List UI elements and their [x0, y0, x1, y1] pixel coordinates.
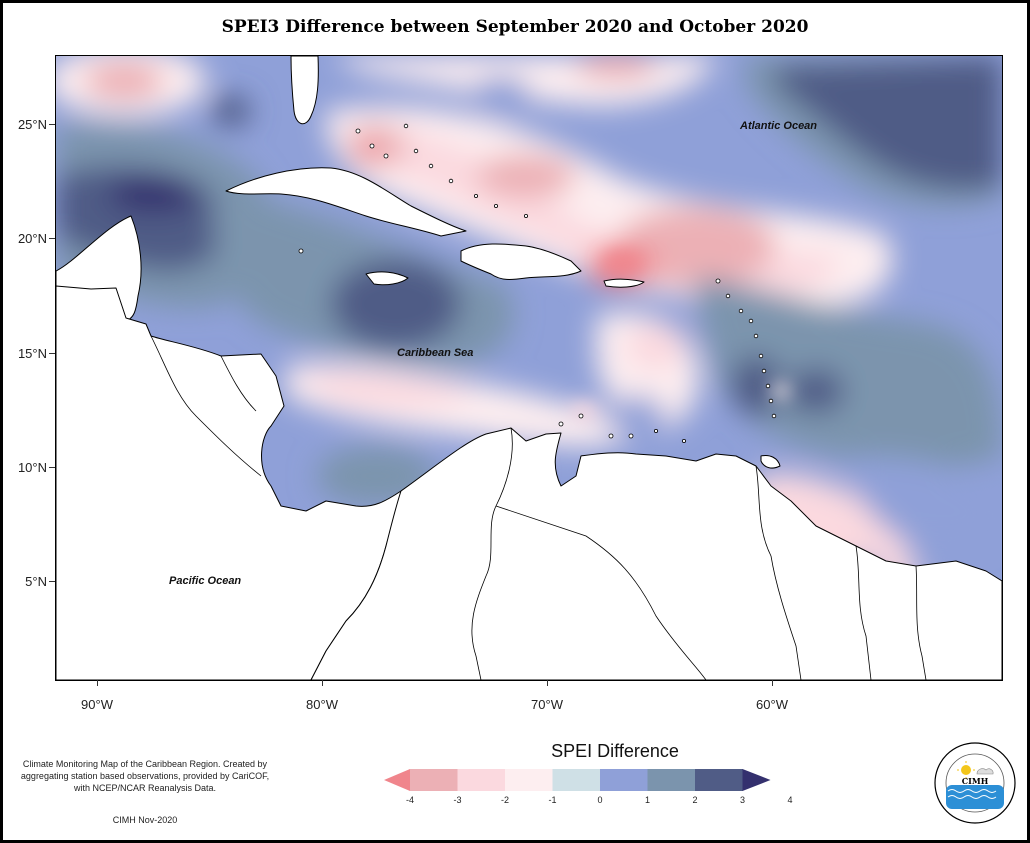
cloud-icon [976, 768, 994, 775]
trinidad [760, 455, 781, 469]
legend-cell [457, 769, 506, 791]
map-panel [55, 55, 1003, 681]
legend-cell [695, 769, 743, 791]
lat-tick-label: 25°N [17, 117, 47, 132]
legend-cell [552, 769, 601, 791]
puerto-rico [603, 278, 645, 288]
legend-tick-label: 0 [597, 795, 603, 805]
lat-tick-label: 5°N [25, 574, 47, 589]
legend-tick-label: -4 [405, 795, 414, 805]
lon-tick-label: 80°W [306, 697, 338, 712]
map-description: Climate Monitoring Map of the Caribbean … [20, 759, 270, 793]
wave-icon [946, 785, 1004, 809]
cuba [225, 167, 467, 237]
legend-tick-label: -1 [548, 795, 557, 805]
pacific-ocean-label: Pacific Ocean [169, 575, 242, 587]
lat-tick-label: 10°N [17, 460, 47, 475]
legend-cell [505, 769, 553, 791]
lat-tick-label: 20°N [17, 231, 47, 246]
lat-tick [49, 238, 55, 239]
caribbean-sea-label: Caribbean Sea [397, 347, 474, 359]
legend-tick-label: 4 [787, 795, 793, 805]
legend-tick-label: -3 [453, 795, 462, 805]
legend-tick-label: -2 [500, 795, 509, 805]
lon-tick [772, 680, 773, 686]
sun-icon [961, 765, 971, 775]
atlantic-ocean-label: Atlantic Ocean [740, 120, 818, 132]
lon-tick-label: 60°W [756, 697, 788, 712]
land-masses [56, 56, 1002, 680]
small-islands [298, 123, 777, 443]
lat-tick [49, 124, 55, 125]
florida [290, 56, 319, 125]
lat-tick [49, 467, 55, 468]
lon-tick-label: 70°W [531, 697, 563, 712]
legend-arrow-low [384, 769, 410, 791]
legend-cells [384, 769, 771, 791]
south-america [310, 427, 1002, 680]
lon-tick-label: 90°W [81, 697, 113, 712]
map-credit: CIMH Nov-2020 [112, 815, 178, 825]
sun-rays [957, 761, 975, 779]
legend-colorbar [384, 769, 771, 791]
legend-cell [600, 769, 648, 791]
lon-tick [322, 680, 323, 686]
lat-tick [49, 581, 55, 582]
legend-arrow-high [742, 769, 771, 791]
hispaniola [460, 243, 582, 280]
lat-tick [49, 353, 55, 354]
lon-tick [547, 680, 548, 686]
legend-tick-label: 2 [692, 795, 698, 805]
legend-title: SPEI Difference [551, 741, 679, 761]
lat-tick-label: 15°N [17, 346, 47, 361]
cimh-logo: CIMH [934, 742, 1016, 824]
jamaica [365, 271, 409, 286]
legend-cell [647, 769, 696, 791]
country-borders [150, 335, 927, 680]
map-title: SPEI3 Difference between September 2020 … [221, 17, 809, 37]
spei-map [56, 56, 1002, 680]
legend-cell [410, 769, 458, 791]
lon-tick [97, 680, 98, 686]
legend-tick-label: 1 [644, 795, 650, 805]
legend-tick-label: 3 [739, 795, 745, 805]
logo-text: CIMH [962, 776, 989, 786]
